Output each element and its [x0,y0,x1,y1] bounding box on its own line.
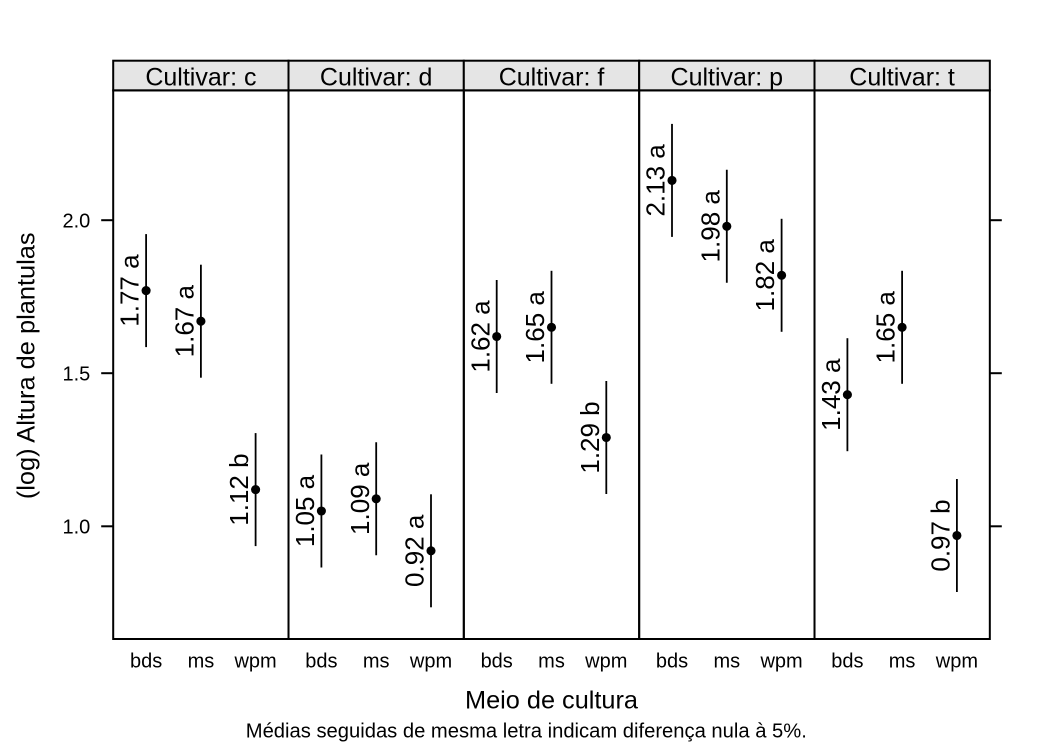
svg-text:1.67 a: 1.67 a [170,285,200,358]
svg-text:1.77 a: 1.77 a [115,254,145,327]
svg-text:ms: ms [538,650,565,672]
svg-text:0.92 a: 0.92 a [400,514,430,587]
svg-text:1.98 a: 1.98 a [695,190,725,263]
svg-text:bds: bds [305,650,337,672]
svg-text:1.65 a: 1.65 a [871,291,901,364]
svg-text:bds: bds [831,650,863,672]
svg-text:1.0: 1.0 [62,517,90,539]
svg-text:1.05 a: 1.05 a [290,474,320,547]
svg-text:ms: ms [188,650,215,672]
svg-text:Cultivar: t: Cultivar: t [849,63,955,91]
svg-text:Cultivar: d: Cultivar: d [320,63,433,91]
svg-text:ms: ms [713,650,740,672]
svg-text:1.43 a: 1.43 a [816,358,846,431]
svg-text:wpm: wpm [759,650,802,672]
svg-text:2.0: 2.0 [62,211,90,233]
svg-text:1.09 a: 1.09 a [345,462,375,535]
svg-text:Médias seguidas de mesma letra: Médias seguidas de mesma letra indicam d… [246,720,807,742]
svg-text:Cultivar: c: Cultivar: c [145,63,256,91]
svg-text:bds: bds [481,650,513,672]
svg-text:bds: bds [130,650,162,672]
svg-text:wpm: wpm [935,650,978,672]
svg-text:wpm: wpm [409,650,452,672]
svg-text:Cultivar: p: Cultivar: p [671,63,784,91]
svg-text:2.13 a: 2.13 a [641,144,671,217]
svg-text:wpm: wpm [233,650,276,672]
svg-text:Meio de cultura: Meio de cultura [465,686,639,714]
svg-text:(log) Altura de plantulas: (log) Altura de plantulas [13,232,41,499]
svg-text:1.29 b: 1.29 b [575,401,605,473]
svg-text:1.62 a: 1.62 a [465,300,495,373]
svg-text:1.65 a: 1.65 a [520,291,550,364]
svg-text:ms: ms [363,650,390,672]
svg-text:1.82 a: 1.82 a [750,239,780,312]
svg-text:wpm: wpm [584,650,627,672]
svg-text:ms: ms [889,650,916,672]
svg-text:0.97 b: 0.97 b [926,499,956,571]
svg-text:1.5: 1.5 [62,364,90,386]
svg-text:bds: bds [656,650,688,672]
svg-text:Cultivar: f: Cultivar: f [499,63,605,91]
svg-text:1.12 b: 1.12 b [224,453,254,525]
